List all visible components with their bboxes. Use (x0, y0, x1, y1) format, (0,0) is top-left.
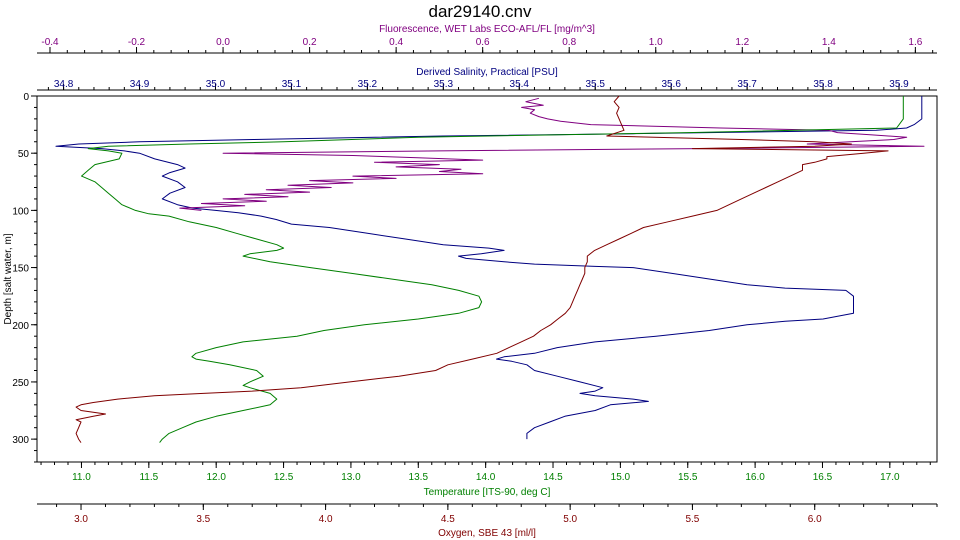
salinity-tick-label: 35.0 (206, 79, 226, 90)
fluorescence-tick-label: 0.4 (389, 37, 403, 48)
temperature-tick-label: 15.0 (611, 472, 631, 483)
fluorescence-series-line (179, 97, 925, 211)
salinity-tick-label: 34.9 (130, 79, 150, 90)
oxygen-axis-label: Oxygen, SBE 43 [ml/l] (438, 528, 536, 539)
salinity-tick-label: 34.8 (54, 79, 74, 90)
depth-tick-label: 300 (12, 435, 29, 446)
depth-tick-label: 200 (12, 321, 29, 332)
depth-tick-label: 250 (12, 378, 29, 389)
temperature-tick-label: 17.0 (880, 472, 900, 483)
fluorescence-tick-label: 0.0 (216, 37, 230, 48)
fluorescence-tick-label: 1.4 (822, 37, 836, 48)
temperature-tick-label: 13.0 (341, 472, 361, 483)
fluorescence-axis: -0.4 -0.2 0.0 0.2 0.4 0.6 0.8 1.0 1.2 1.4 1.6 Fluor… (37, 24, 937, 54)
temperature-tick-label: 16.5 (813, 472, 833, 483)
fluorescence-tick-label: 0.2 (303, 37, 317, 48)
fluorescence-tick-label: 1.6 (908, 37, 922, 48)
fluorescence-tick-label: -0.4 (41, 37, 59, 48)
depth-tick-label: 100 (12, 206, 29, 217)
temperature-tick-label: 11.0 (72, 472, 91, 483)
salinity-tick-label: 35.9 (889, 79, 909, 90)
oxygen-tick-label: 4.0 (319, 514, 333, 525)
temperature-tick-label: 12.5 (274, 472, 294, 483)
chart-title: dar29140.cnv (428, 2, 532, 21)
salinity-tick-label: 35.5 (585, 79, 605, 90)
oxygen-series-line (75, 95, 889, 443)
salinity-tick-label: 35.1 (282, 79, 302, 90)
oxygen-tick-label: 5.0 (563, 514, 577, 525)
temperature-tick-label: 11.5 (139, 472, 158, 483)
oxygen-tick-label: 6.0 (808, 514, 822, 525)
oxygen-axis: 3.0 3.5 4.0 4.5 5.0 5.5 6.0 Oxygen, SBE 43 [ml/… (37, 503, 938, 539)
depth-tick-label: 150 (12, 264, 29, 275)
depth-tick-label: 0 (23, 92, 29, 103)
oxygen-tick-label: 5.5 (685, 514, 699, 525)
temperature-tick-label: 14.5 (543, 472, 563, 483)
depth-axis-label: Depth [salt water, m] (3, 233, 14, 324)
oxygen-tick-label: 3.0 (74, 514, 88, 525)
fluorescence-tick-label: 1.0 (649, 37, 663, 48)
temperature-axis-label: Temperature [ITS-90, deg C] (424, 487, 551, 498)
fluorescence-tick-label: 1.2 (735, 37, 749, 48)
depth-tick-label: 50 (18, 149, 30, 160)
temperature-tick-label: 15.5 (678, 472, 698, 483)
temperature-tick-label: 13.5 (409, 472, 429, 483)
salinity-tick-label: 35.4 (510, 79, 530, 90)
temperature-tick-label: 14.0 (476, 472, 496, 483)
temperature-tick-label: 16.0 (745, 472, 765, 483)
salinity-axis: 34.8 34.9 35.0 35.1 35.2 35.3 35.4 35.5 35.6 35.7… (37, 67, 937, 91)
oxygen-tick-label: 3.5 (196, 514, 210, 525)
plot-frame (36, 95, 938, 463)
temperature-axis: 11.0 11.5 12.0 12.5 13.0 13.5 14.0 14.5 15.0 15.5… (37, 461, 937, 498)
fluorescence-tick-label: 0.6 (476, 37, 490, 48)
fluorescence-tick-label: -0.2 (128, 37, 146, 48)
salinity-tick-label: 35.3 (434, 79, 454, 90)
fluorescence-axis-label: Fluorescence, WET Labs ECO-AFL/FL [mg/m^… (379, 24, 595, 35)
temperature-tick-label: 12.0 (206, 472, 226, 483)
fluorescence-tick-label: 0.8 (562, 37, 576, 48)
temperature-series-line (81, 96, 904, 443)
oxygen-tick-label: 4.5 (441, 514, 455, 525)
salinity-tick-label: 35.2 (358, 79, 378, 90)
depth-axis: 0 50 100 150 200 250 300 Depth [salt water, m] (3, 92, 37, 463)
salinity-tick-label: 35.6 (661, 79, 681, 90)
salinity-series-line (55, 96, 923, 440)
salinity-tick-label: 35.8 (813, 79, 833, 90)
salinity-axis-label: Derived Salinity, Practical [PSU] (416, 67, 558, 78)
salinity-tick-label: 35.7 (737, 79, 757, 90)
